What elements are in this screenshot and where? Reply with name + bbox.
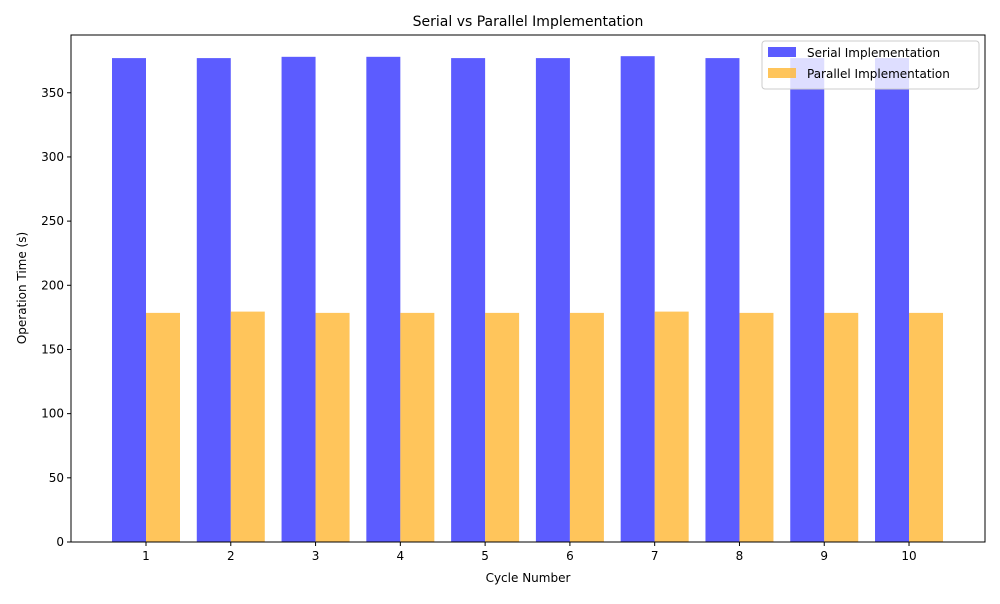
bar-serial-3 <box>281 56 316 542</box>
bar-serial-10 <box>875 58 910 543</box>
bar-serial-7 <box>620 56 655 543</box>
bar-parallel-2 <box>230 311 265 542</box>
x-tick-label: 2 <box>227 549 235 563</box>
bar-serial-1 <box>112 58 146 543</box>
y-tick-label: 100 <box>41 407 64 421</box>
legend-label-parallel: Parallel Implementation <box>807 67 950 81</box>
x-tick-label: 3 <box>312 549 320 563</box>
bar-parallel-8 <box>739 312 774 542</box>
bar-parallel-5 <box>485 312 520 542</box>
y-tick-label: 50 <box>49 471 64 485</box>
x-tick-label: 5 <box>481 549 489 563</box>
y-tick-label: 150 <box>41 342 64 356</box>
bar-parallel-3 <box>315 312 350 542</box>
y-axis-label: Operation Time (s) <box>15 232 29 344</box>
x-axis-ticks: 1 2 3 4 5 6 7 8 9 10 <box>142 542 917 563</box>
bar-serial-4 <box>366 56 401 542</box>
plot-frame <box>70 34 986 543</box>
bars <box>112 56 944 543</box>
chart-title: Serial vs Parallel Implementation <box>413 14 644 30</box>
y-tick-label: 300 <box>41 150 64 164</box>
bar-serial-2 <box>196 58 231 543</box>
x-tick-label: 8 <box>736 549 744 563</box>
bar-serial-8 <box>705 58 740 543</box>
y-tick-label: 200 <box>41 278 64 292</box>
bar-parallel-9 <box>824 312 859 542</box>
bar-parallel-10 <box>909 312 944 542</box>
y-tick-label: 0 <box>56 535 64 549</box>
bar-serial-5 <box>451 58 486 543</box>
legend-label-serial: Serial Implementation <box>807 46 940 60</box>
legend: Serial Implementation Parallel Implementa… <box>761 40 980 90</box>
bar-parallel-4 <box>400 312 435 542</box>
x-tick-label: 9 <box>820 549 828 563</box>
y-axis-ticks: 0 50 100 150 200 250 300 350 <box>41 86 71 549</box>
bar-parallel-7 <box>654 311 689 542</box>
bar-serial-9 <box>790 58 825 543</box>
bar-parallel-6 <box>569 312 604 542</box>
x-tick-label: 1 <box>142 549 150 563</box>
x-axis-label: Cycle Number <box>486 571 571 585</box>
x-tick-label: 4 <box>397 549 405 563</box>
y-tick-label: 250 <box>41 214 64 228</box>
x-tick-label: 10 <box>901 549 916 563</box>
legend-swatch-parallel <box>768 68 796 78</box>
x-tick-label: 7 <box>651 549 659 563</box>
legend-box <box>761 40 980 90</box>
y-tick-label: 350 <box>41 86 64 100</box>
bar-parallel-1 <box>146 312 180 542</box>
legend-swatch-serial <box>768 47 796 57</box>
bar-serial-6 <box>535 58 570 543</box>
x-tick-label: 6 <box>566 549 574 563</box>
